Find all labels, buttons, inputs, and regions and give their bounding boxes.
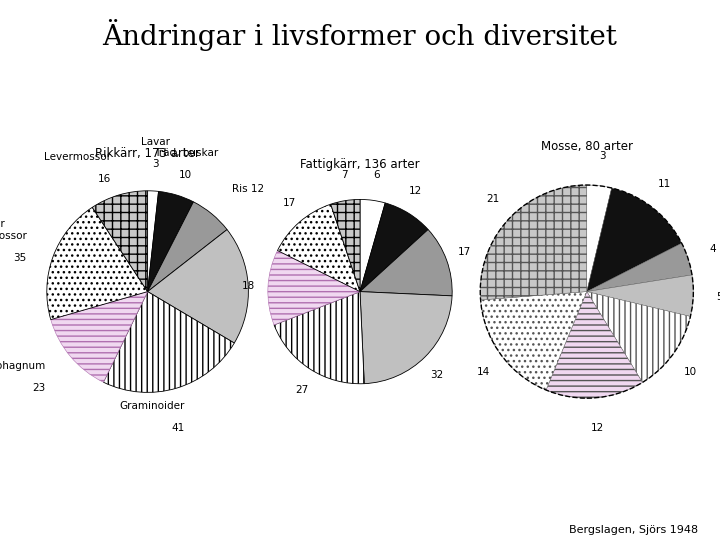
- Title: Mosse, 80 arter: Mosse, 80 arter: [541, 140, 633, 153]
- Wedge shape: [587, 292, 690, 382]
- Wedge shape: [148, 191, 194, 292]
- Text: Graminoider: Graminoider: [120, 401, 185, 411]
- Text: Bergslagen, Sjörs 1948: Bergslagen, Sjörs 1948: [570, 524, 698, 535]
- Wedge shape: [480, 292, 587, 390]
- Title: Rikkärr, 173 arter: Rikkärr, 173 arter: [95, 147, 200, 160]
- Text: Örter: Örter: [279, 267, 306, 277]
- Wedge shape: [148, 191, 158, 292]
- Text: 17: 17: [282, 198, 296, 207]
- Text: Sphagnum: Sphagnum: [0, 361, 46, 371]
- Wedge shape: [587, 275, 693, 316]
- Text: 27: 27: [296, 386, 309, 395]
- Text: 5: 5: [716, 292, 720, 302]
- Wedge shape: [360, 203, 428, 292]
- Wedge shape: [274, 292, 364, 384]
- Text: 12: 12: [591, 423, 604, 433]
- Wedge shape: [47, 207, 148, 320]
- Text: 18: 18: [242, 281, 256, 291]
- Text: 23: 23: [32, 383, 46, 393]
- Wedge shape: [360, 292, 452, 383]
- Text: Lavar: Lavar: [140, 137, 170, 147]
- Text: 16: 16: [97, 174, 111, 184]
- Wedge shape: [51, 292, 148, 382]
- Wedge shape: [587, 243, 692, 292]
- Wedge shape: [148, 202, 227, 292]
- Wedge shape: [277, 204, 360, 292]
- Wedge shape: [92, 191, 148, 292]
- Wedge shape: [360, 199, 385, 292]
- Text: Ris 12: Ris 12: [233, 184, 264, 194]
- Wedge shape: [546, 292, 642, 398]
- Text: 6: 6: [373, 170, 379, 180]
- Wedge shape: [268, 251, 360, 325]
- Text: Övr
bladmossor: Övr bladmossor: [0, 219, 27, 241]
- Text: 11: 11: [658, 179, 671, 190]
- Text: 14: 14: [477, 367, 490, 377]
- Text: 12: 12: [409, 186, 422, 197]
- Wedge shape: [148, 230, 248, 343]
- Wedge shape: [587, 188, 682, 292]
- Text: 32: 32: [430, 370, 444, 380]
- Text: Levermossor: Levermossor: [44, 152, 111, 162]
- Text: 4: 4: [710, 245, 716, 254]
- Wedge shape: [587, 185, 612, 292]
- Text: 3: 3: [600, 151, 606, 161]
- Text: 41: 41: [172, 423, 185, 433]
- Text: 35: 35: [14, 253, 27, 263]
- Text: Träd, buskar: Träd, buskar: [153, 148, 218, 158]
- Text: 17: 17: [458, 247, 471, 256]
- Wedge shape: [330, 199, 360, 292]
- Text: 7: 7: [341, 170, 348, 180]
- Text: 21: 21: [487, 194, 500, 204]
- Wedge shape: [480, 185, 587, 300]
- Text: 33: 33: [279, 289, 292, 299]
- Text: Ändringar i livsformer och diversitet: Ändringar i livsformer och diversitet: [102, 19, 618, 51]
- Wedge shape: [360, 230, 452, 296]
- Text: 10: 10: [684, 367, 697, 377]
- Text: 3: 3: [152, 159, 158, 169]
- Title: Fattigkärr, 136 arter: Fattigkärr, 136 arter: [300, 158, 420, 171]
- Text: 10: 10: [179, 170, 192, 180]
- Wedge shape: [104, 292, 234, 393]
